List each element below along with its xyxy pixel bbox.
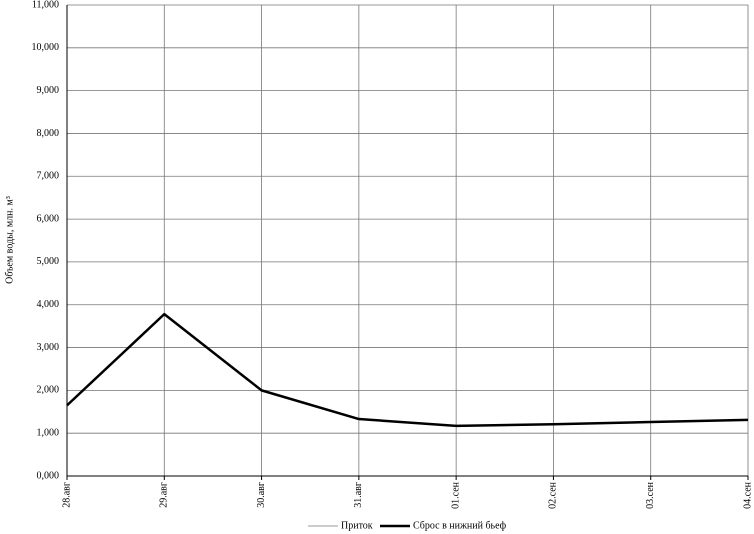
y-tick-label: 2,000 bbox=[37, 385, 60, 396]
y-tick-label: 9,000 bbox=[37, 85, 60, 96]
y-tick-label: 5,000 bbox=[37, 256, 60, 267]
x-tick-label: 30.авг bbox=[256, 482, 267, 508]
legend-label: Приток bbox=[341, 520, 373, 531]
y-tick-label: 8,000 bbox=[37, 128, 60, 139]
y-tick-label: 0,000 bbox=[37, 470, 60, 481]
y-tick-label: 4,000 bbox=[37, 299, 60, 310]
legend-label: Сброс в нижний бьеф bbox=[413, 520, 507, 531]
x-tick-label: 03.сен bbox=[645, 481, 656, 508]
y-tick-label: 7,000 bbox=[37, 171, 60, 182]
x-tick-label: 02.сен bbox=[548, 481, 559, 508]
data-line bbox=[66, 312, 749, 428]
y-tick-label: 11,000 bbox=[32, 0, 59, 10]
x-tick-label: 29.авг bbox=[159, 482, 170, 508]
y-tick-label: 3,000 bbox=[37, 342, 60, 353]
y-tick-label: 10,000 bbox=[32, 42, 60, 53]
x-tick-label: 28.авг bbox=[61, 482, 72, 508]
y-axis-label: Объем воды, млн. м³ bbox=[4, 196, 15, 284]
x-tick-label: 31.авг bbox=[353, 482, 364, 508]
x-tick-label: 04.сен bbox=[742, 481, 753, 508]
y-tick-label: 6,000 bbox=[37, 213, 60, 224]
x-tick-label: 01.сен bbox=[450, 481, 461, 508]
y-tick-label: 1,000 bbox=[37, 427, 60, 438]
